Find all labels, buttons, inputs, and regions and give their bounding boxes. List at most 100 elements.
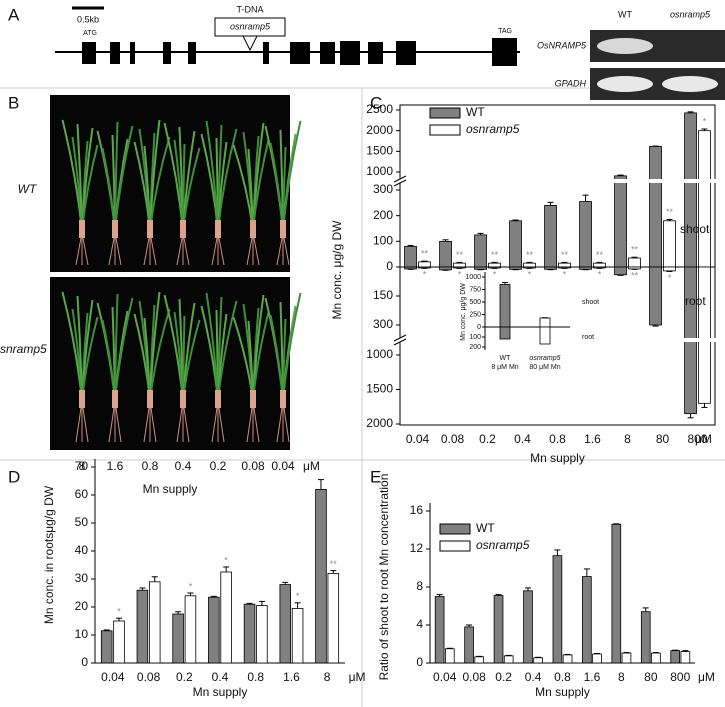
legend-swatch (439, 523, 471, 535)
inset-bar (499, 326, 511, 340)
inset-y-axis-label: Mn conc. μg/g DW (460, 283, 467, 341)
y-tick-label: 2000 (366, 416, 393, 430)
axis-break-gap (394, 338, 721, 342)
root (115, 237, 122, 266)
bar (628, 266, 641, 270)
photo-divider (50, 272, 290, 277)
y-tick-label: 12 (410, 541, 424, 555)
significance: * (189, 581, 193, 591)
y-tick-label: 10 (75, 627, 89, 641)
x-tick-label: 800 (670, 670, 690, 684)
bar (582, 576, 592, 664)
x-tick-label: 0.08 (441, 432, 465, 446)
bar (172, 613, 184, 664)
root (176, 407, 183, 443)
axis-break-gap (394, 179, 721, 183)
bar (558, 266, 571, 269)
root (108, 407, 115, 443)
x-tick-label: 8 (618, 670, 625, 684)
bar (439, 266, 452, 271)
unit: μM (698, 670, 715, 684)
leaf (114, 125, 134, 231)
y-tick-label: 0 (386, 259, 393, 273)
bar (243, 603, 256, 664)
y-axis-label: Mn conc. μg/g DW (330, 220, 344, 320)
bar (544, 266, 557, 270)
bar (663, 266, 676, 272)
bar (614, 175, 627, 268)
bar (523, 590, 533, 664)
bar (593, 262, 606, 268)
root (183, 407, 190, 443)
y-tick-label: 0 (81, 655, 88, 669)
insert-arrow (242, 35, 258, 52)
inset-subcategory: 8 μM Mn (491, 364, 518, 371)
inset-y-tick-label: 200 (469, 344, 481, 351)
bar (444, 648, 455, 664)
gel-lane-label: WT (618, 9, 632, 19)
x-tick-label: 8 (324, 670, 331, 684)
x-tick-label: 0.04 (433, 670, 457, 684)
significance: * (296, 591, 300, 601)
y-tick-label: 8 (416, 579, 423, 593)
bar (509, 220, 522, 268)
y-tick-label: 300 (373, 182, 393, 196)
inset-category: osnramp5 (529, 355, 560, 362)
bar (453, 266, 466, 269)
inset-y-tick-label: 750 (469, 286, 481, 293)
x-tick-label: 0.04 (101, 670, 125, 684)
significance: * (598, 270, 602, 280)
significance: ** (596, 250, 604, 260)
root (183, 237, 190, 266)
root (82, 407, 89, 443)
bar (614, 266, 627, 276)
legend-label: WT (466, 105, 485, 119)
x-tick-label: 80 (656, 432, 670, 446)
root (246, 237, 253, 266)
leaf (217, 300, 238, 401)
y-tick-label: 50 (75, 515, 89, 529)
bar (579, 201, 592, 268)
bar (148, 581, 161, 664)
bar (418, 261, 431, 268)
bar (509, 266, 522, 270)
inset-bar (539, 317, 551, 328)
y-tick-label: 100 (373, 234, 393, 248)
bar (474, 266, 487, 270)
shoot-label: shoot (680, 222, 710, 236)
bar (640, 611, 651, 664)
significance: * (458, 270, 462, 280)
x-tick-label: 0.2 (176, 670, 193, 684)
leaf (114, 297, 134, 401)
leaf (217, 128, 238, 231)
y-axis-label: Ratio of shoot to root Mn concentration (377, 474, 391, 681)
y-tick-label: 1500 (366, 144, 393, 158)
concentration-label: 0.08 (241, 459, 265, 473)
y-tick-label: 1000 (366, 347, 393, 361)
bar (488, 266, 501, 269)
bar (404, 266, 417, 270)
row-label: snramp5 (0, 342, 47, 356)
bar (684, 112, 697, 268)
root (211, 407, 218, 443)
root (253, 237, 260, 266)
bar (698, 266, 711, 404)
x-axis-label: Mn supply (193, 685, 248, 699)
root (253, 407, 260, 443)
x-tick-label: 800 (687, 432, 707, 446)
y-tick-label: 200 (373, 208, 393, 222)
root (75, 237, 82, 266)
bar (315, 488, 327, 664)
x-tick-label: 8 (624, 432, 631, 446)
bar (649, 145, 662, 268)
bar (493, 595, 504, 664)
inset-y-tick-label: 500 (469, 299, 481, 306)
panel-letter: C (370, 93, 382, 112)
gel-band (597, 76, 653, 92)
bar (670, 650, 681, 664)
significance: ** (666, 207, 674, 217)
concentration-label: 0.4 (175, 459, 192, 473)
inset-subcategory: 80 μM Mn (529, 364, 560, 371)
legend-swatch (439, 540, 471, 552)
inset-y-tick-label: 100 (469, 334, 481, 341)
